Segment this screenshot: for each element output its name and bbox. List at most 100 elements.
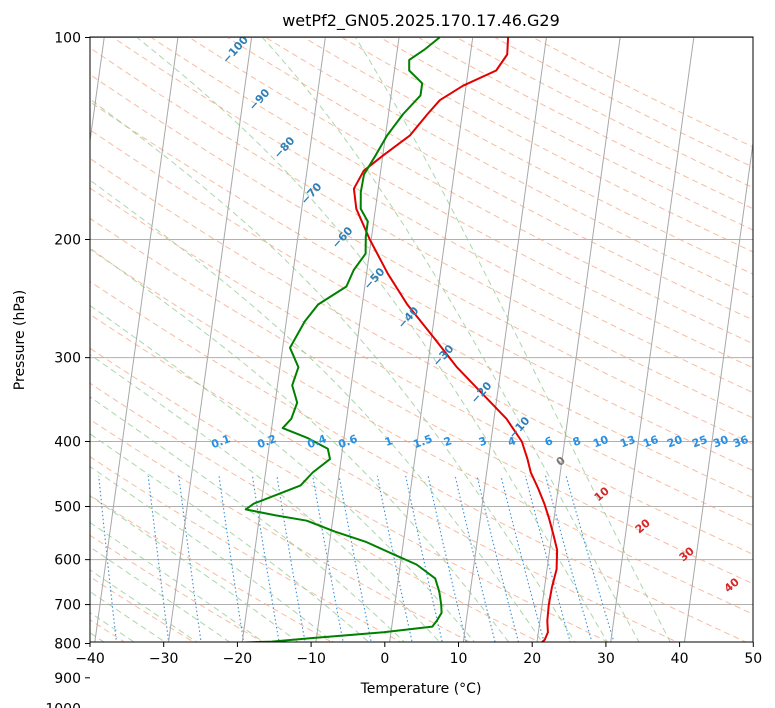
dry-adiabat — [0, 23, 196, 708]
dry-adiabat — [90, 47, 753, 419]
chart-annotations: −100−90−80−70−60−50−40−30−20−10010203040… — [209, 37, 750, 595]
mixing-ratio-lines — [98, 475, 615, 642]
plot-frame — [89, 36, 754, 643]
mixing-ratio-line — [147, 475, 170, 642]
x-tick-label: −40 — [75, 651, 105, 667]
dry-adiabat — [90, 456, 402, 642]
axes: −40 −30 −20 −10 0 10 20 30 40 5010020030040050060… — [45, 31, 762, 708]
mixing-ratio-label: 36 — [731, 433, 750, 451]
y-tick-label: 900 — [54, 671, 81, 687]
mixing-ratio-label: 16 — [641, 433, 660, 451]
y-tick-label: 100 — [54, 31, 81, 47]
mixing-ratio-label: 1 — [383, 434, 395, 449]
dry-adiabat — [454, 37, 753, 189]
isotherm — [168, 37, 253, 642]
dry-adiabat — [90, 217, 753, 585]
chart-title: wetPf2_GN05.2025.170.17.46.G29 — [282, 11, 560, 31]
mixing-ratio-label: 20 — [665, 433, 684, 451]
x-axis-label: Temperature (°C) — [360, 681, 482, 697]
moist-adiabat-label: 10 — [592, 484, 612, 504]
y-tick-label: 300 — [54, 351, 81, 367]
mixing-ratio-label: 0.6 — [336, 432, 359, 451]
dry-adiabat — [90, 418, 471, 642]
x-tick-label: 50 — [744, 651, 762, 667]
mixing-ratio-line — [178, 475, 202, 642]
isotherm — [683, 139, 753, 642]
isotherm — [746, 23, 775, 708]
y-tick-label: 500 — [54, 500, 81, 516]
y-tick-label: 600 — [54, 553, 81, 569]
moist-adiabat — [90, 521, 265, 642]
isotherm — [462, 37, 547, 642]
mixing-ratio-line — [98, 475, 117, 642]
moist-adiabats — [0, 37, 671, 708]
x-tick-label: −30 — [149, 651, 179, 667]
y-tick-label: 200 — [54, 232, 81, 248]
moist-adiabat — [90, 247, 510, 642]
dry-adiabat-label: −90 — [246, 86, 272, 113]
x-tick-label: 20 — [523, 651, 541, 667]
dry-adiabat — [90, 382, 540, 642]
mixing-ratio-label: 0.1 — [209, 432, 232, 451]
y-tick-label: 800 — [54, 636, 81, 652]
dry-adiabat — [378, 37, 753, 231]
isotherm — [389, 37, 474, 642]
dry-adiabat — [90, 101, 753, 472]
dry-adiabat — [90, 248, 753, 615]
mixing-ratio-label: 10 — [591, 433, 610, 451]
x-tick-label: 40 — [671, 651, 689, 667]
mixing-ratio-line — [500, 475, 545, 642]
mixing-ratio-label: 1.5 — [411, 432, 434, 451]
isotherm — [241, 37, 326, 642]
dewpoint-line — [228, 37, 443, 642]
moist-adiabat-label: 20 — [633, 516, 653, 536]
mixing-ratio-label: 6 — [543, 434, 555, 449]
y-tick-label: 400 — [54, 434, 81, 450]
y-tick-label: 700 — [54, 598, 81, 614]
mixing-ratio-label: 2 — [442, 434, 454, 449]
mixing-ratio-line — [565, 475, 615, 642]
moist-adiabat — [90, 611, 135, 642]
moist-adiabat — [0, 225, 208, 708]
isotherm — [94, 37, 179, 642]
mixing-ratio-label: 13 — [618, 433, 637, 450]
y-axis-label: Pressure (hPa) — [12, 290, 28, 390]
mixing-ratio-line — [427, 475, 467, 642]
mixing-ratio-label: 30 — [711, 433, 730, 451]
dry-adiabat — [340, 37, 753, 253]
dry-adiabat — [187, 37, 753, 345]
mixing-ratio-line — [218, 475, 245, 642]
moist-adiabat-label: 40 — [722, 575, 742, 595]
x-tick-label: 30 — [597, 651, 615, 667]
mixing-ratio-label: 4 — [506, 434, 518, 449]
x-tick-label: −10 — [296, 651, 326, 667]
dry-adiabat — [302, 37, 753, 275]
dry-adiabat-label: −30 — [430, 342, 456, 369]
dry-adiabat — [90, 280, 748, 642]
moist-adiabat — [90, 495, 299, 642]
x-tick-label: 0 — [380, 651, 389, 667]
moist-adiabat-label: 30 — [677, 544, 697, 564]
dry-adiabats — [0, 23, 753, 708]
mixing-ratio-line — [545, 475, 593, 642]
mixing-ratio-line — [405, 475, 443, 642]
dry-adiabat — [263, 37, 753, 298]
moist-adiabat — [90, 179, 543, 642]
x-tick-label: 10 — [450, 651, 468, 667]
dry-adiabat — [90, 619, 126, 642]
mixing-ratio-label: 3 — [477, 434, 489, 449]
moist-adiabat — [90, 546, 231, 642]
isotherm — [610, 37, 695, 642]
dry-adiabat — [530, 37, 753, 148]
dry-adiabat — [90, 576, 195, 642]
dry-adiabat — [90, 313, 679, 642]
isotherm — [536, 37, 621, 642]
dry-adiabat-label: −80 — [271, 134, 297, 161]
moist-adiabat — [355, 37, 671, 642]
moist-adiabat-label: 0 — [554, 454, 568, 469]
mixing-ratio-label: 0.4 — [305, 432, 328, 451]
mixing-ratio-line — [276, 475, 306, 642]
temperature-line — [352, 37, 559, 642]
moist-adiabat — [90, 98, 576, 642]
